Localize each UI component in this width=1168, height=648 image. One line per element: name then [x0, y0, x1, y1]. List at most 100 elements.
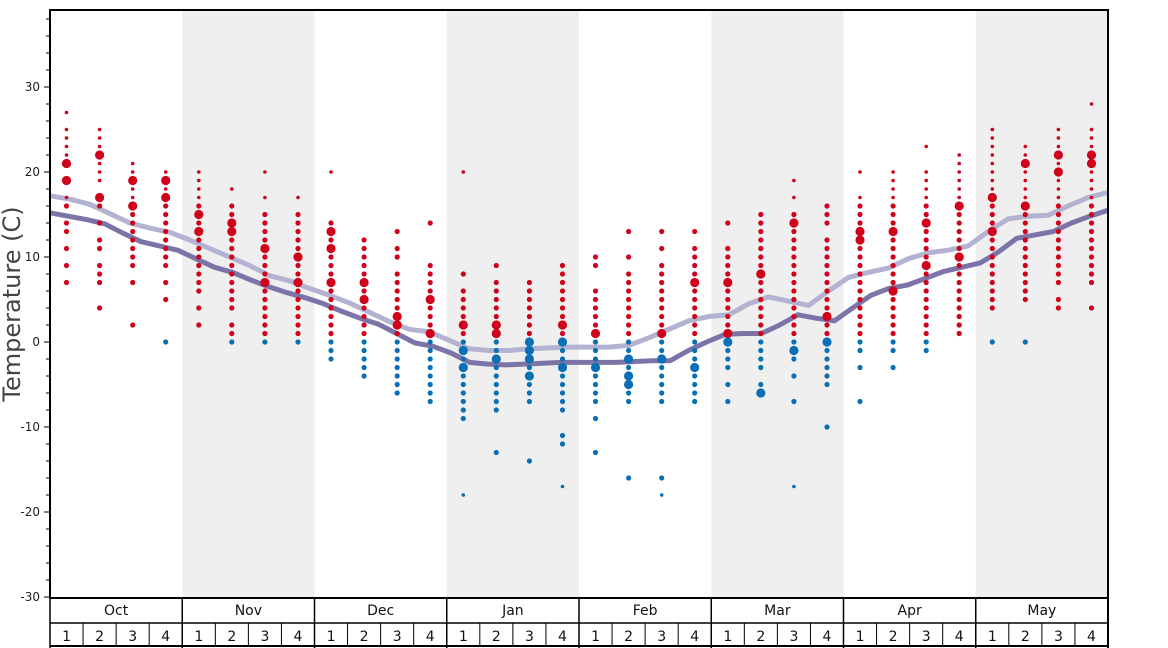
- temperature-dot: [923, 271, 929, 277]
- temperature-dot: [624, 379, 634, 390]
- temperature-dot: [559, 262, 566, 269]
- temperature-dot: [295, 262, 301, 269]
- temperature-dot: [262, 322, 268, 328]
- temperature-dot: [891, 195, 895, 200]
- temperature-dot: [791, 237, 797, 243]
- temperature-dot: [890, 220, 896, 226]
- temperature-dot: [923, 245, 929, 252]
- temperature-dot: [626, 330, 632, 337]
- temperature-dot: [196, 254, 202, 260]
- temperature-dot: [458, 320, 468, 330]
- temperature-dot: [1086, 150, 1097, 160]
- temperature-dot: [64, 110, 69, 115]
- temperature-dot: [725, 296, 731, 303]
- temperature-dot: [526, 381, 533, 388]
- temperature-dot: [229, 245, 235, 252]
- month-label: Dec: [367, 603, 394, 619]
- temperature-dot: [725, 254, 731, 260]
- temperature-dot: [130, 254, 136, 260]
- temperature-dot: [196, 271, 202, 277]
- temperature-dot: [1055, 211, 1061, 218]
- temperature-dot: [890, 330, 896, 337]
- temperature-dot: [626, 271, 632, 277]
- temperature-dot: [1089, 102, 1094, 106]
- temperature-dot: [890, 279, 896, 286]
- temperature-dot: [328, 262, 334, 269]
- temperature-dot: [692, 262, 698, 269]
- temperature-dot: [824, 330, 830, 337]
- temperature-dot: [592, 415, 599, 422]
- temperature-dot: [659, 245, 665, 252]
- temperature-dot: [890, 322, 896, 328]
- temperature-dot: [956, 322, 962, 328]
- temperature-dot: [592, 288, 599, 294]
- temperature-dot: [857, 313, 863, 320]
- temperature-dot: [559, 313, 566, 320]
- temperature-dot: [427, 373, 433, 379]
- week-label: 2: [624, 629, 633, 645]
- temperature-dot: [989, 262, 995, 269]
- temperature-dot: [758, 322, 764, 328]
- temperature-dot: [526, 458, 533, 464]
- temperature-dot: [130, 170, 135, 174]
- temperature-dot: [857, 279, 863, 286]
- temperature-dot: [524, 345, 535, 356]
- temperature-dot: [493, 381, 499, 388]
- temperature-dot: [524, 337, 535, 347]
- temperature-dot: [1023, 187, 1028, 191]
- temperature-dot: [163, 228, 169, 235]
- temperature-dot: [262, 313, 268, 320]
- y-tick-label: -20: [20, 505, 40, 519]
- temperature-dot: [130, 228, 136, 235]
- temperature-dot: [692, 245, 698, 252]
- temperature-dot: [956, 271, 962, 277]
- temperature-dot: [1056, 178, 1061, 183]
- temperature-dot: [923, 254, 929, 260]
- temperature-dot: [725, 356, 731, 362]
- temperature-dot: [957, 178, 961, 183]
- temperature-dot: [989, 296, 995, 303]
- temperature-dot: [824, 254, 830, 260]
- temperature-dot: [824, 347, 830, 354]
- temperature-dot: [163, 220, 169, 226]
- plot-frame: [49, 9, 1109, 599]
- temperature-dot: [957, 170, 961, 174]
- temperature-dot: [326, 226, 336, 237]
- temperature-dot: [295, 237, 301, 243]
- temperature-dot: [262, 220, 268, 226]
- temperature-dot: [890, 237, 896, 243]
- temperature-dot: [425, 294, 435, 305]
- temperature-dot: [758, 288, 764, 294]
- temperature-dot: [725, 381, 731, 388]
- temperature-dots: [61, 102, 1097, 497]
- temperature-dot: [394, 347, 400, 354]
- week-label: 2: [360, 629, 369, 645]
- temperature-dot: [857, 211, 863, 218]
- temperature-dot: [1056, 195, 1061, 200]
- temperature-dot: [295, 211, 301, 218]
- temperature-dot: [592, 322, 599, 328]
- temperature-dot: [890, 211, 896, 218]
- temperature-dot: [989, 254, 995, 260]
- temperature-dot: [1055, 254, 1061, 260]
- temperature-dot: [97, 203, 103, 209]
- temperature-dot: [987, 192, 997, 203]
- temperature-dot: [921, 260, 931, 271]
- temperature-dot: [394, 305, 400, 311]
- temperature-dot: [758, 347, 764, 354]
- temperature-dot: [97, 245, 103, 252]
- temperature-dot: [1088, 305, 1095, 311]
- temperature-dot: [328, 347, 334, 354]
- temperature-dot: [692, 296, 698, 303]
- temperature-dot: [690, 277, 700, 288]
- temperature-dot: [196, 203, 202, 209]
- temperature-dot: [791, 228, 797, 235]
- temperature-dot: [1055, 237, 1061, 243]
- temperature-dot: [493, 313, 499, 320]
- temperature-dot: [791, 279, 797, 286]
- temperature-dot: [956, 288, 962, 294]
- temperature-dot: [756, 388, 766, 398]
- temperature-dot: [460, 398, 466, 405]
- temperature-dot: [923, 288, 929, 294]
- temperature-dot: [792, 195, 796, 200]
